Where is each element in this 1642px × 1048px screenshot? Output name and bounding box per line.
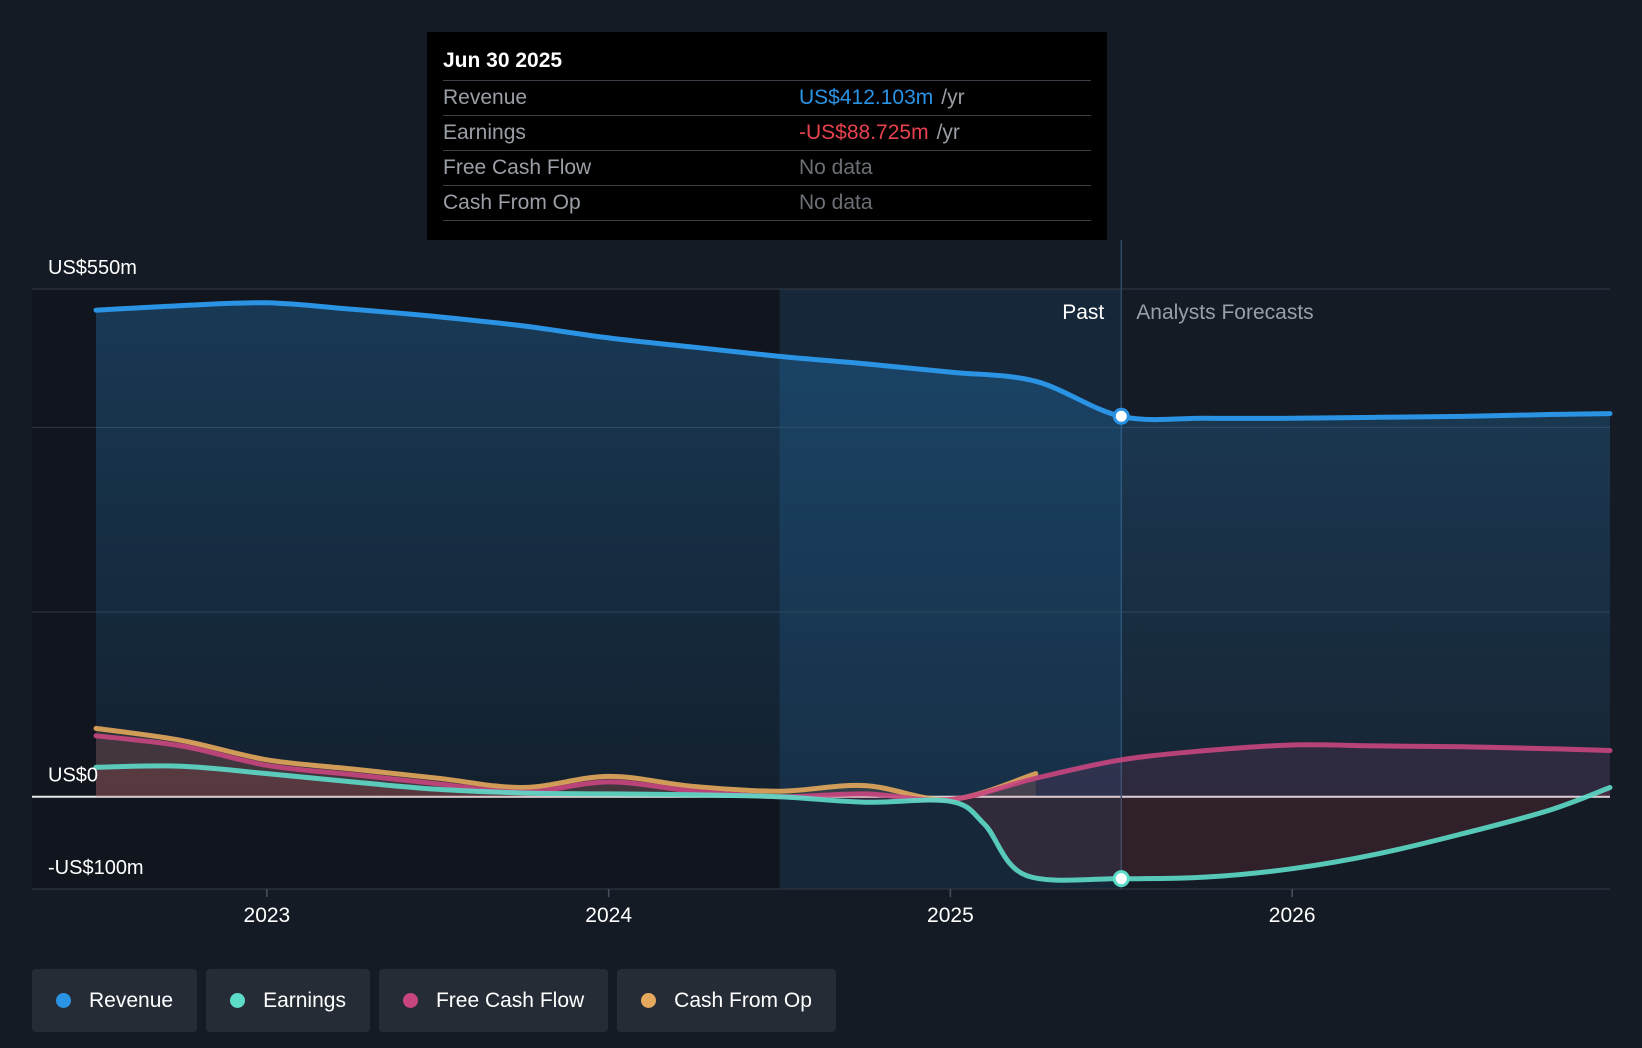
x-tick-label: 2025 [927, 904, 974, 927]
x-tick-label: 2023 [244, 904, 291, 927]
earnings-area [96, 765, 1610, 881]
tooltip-row-revenue: Revenue US$412.103m /yr [443, 80, 1091, 115]
legend-item-earnings[interactable]: Earnings [206, 969, 370, 1032]
tooltip-row-cash-from-op: Cash From Op No data [443, 185, 1091, 221]
tooltip: Jun 30 2025 Revenue US$412.103m /yr Earn… [427, 32, 1107, 240]
earnings-marker [1112, 870, 1130, 888]
chart-canvas: US$550m US$0 -US$100m 2023 2024 2025 2026 Past A… [32, 240, 1613, 927]
legend-item-cash-from-op[interactable]: Cash From Op [617, 969, 836, 1032]
legend-label: Earnings [263, 988, 346, 1012]
past-label: Past [1062, 301, 1104, 324]
free-cash-flow-area [96, 735, 1610, 801]
legend-dot-icon [56, 993, 71, 1008]
tooltip-row-earnings: Earnings -US$88.725m /yr [443, 115, 1091, 150]
tooltip-label: Earnings [443, 121, 526, 144]
tooltip-value: No data [799, 156, 873, 179]
y-tick-label: US$550m [48, 257, 137, 279]
legend-item-revenue[interactable]: Revenue [32, 969, 198, 1032]
legend-item-free-cash-flow[interactable]: Free Cash Flow [378, 969, 609, 1032]
legend: Revenue Earnings Free Cash Flow Cash Fro… [32, 969, 836, 1032]
tooltip-label: Free Cash Flow [443, 156, 592, 179]
revenue-line [93, 300, 1613, 423]
legend-label: Free Cash Flow [435, 988, 585, 1012]
earnings-line [93, 763, 1613, 883]
y-tick-label: US$0 [48, 765, 98, 787]
legend-dot-icon [402, 993, 418, 1008]
tooltip-value: US$412.103m [799, 86, 934, 109]
x-tick-label: 2024 [585, 904, 632, 927]
tooltip-label: Cash From Op [443, 191, 581, 214]
legend-label: Cash From Op [674, 988, 812, 1012]
free-cash-flow-line [93, 733, 1613, 803]
tooltip-row-free-cash-flow: Free Cash Flow No data [443, 150, 1091, 185]
tooltip-unit: /yr [941, 86, 965, 109]
tooltip-date: Jun 30 2025 [443, 49, 563, 72]
legend-label: Revenue [89, 988, 174, 1012]
tooltip-value: -US$88.725m [799, 121, 929, 144]
revenue-area [96, 302, 1610, 797]
legend-dot-icon [641, 993, 657, 1008]
cash-from-op-line [93, 725, 1039, 803]
y-tick-label: -US$100m [48, 857, 144, 879]
forecast-label: Analysts Forecasts [1136, 301, 1313, 324]
tooltip-unit: /yr [936, 121, 960, 144]
tooltip-label: Revenue [443, 86, 528, 109]
x-tick-label: 2026 [1269, 904, 1316, 927]
legend-dot-icon [230, 993, 246, 1008]
tooltip-value: No data [799, 191, 873, 214]
revenue-marker [1112, 407, 1130, 425]
